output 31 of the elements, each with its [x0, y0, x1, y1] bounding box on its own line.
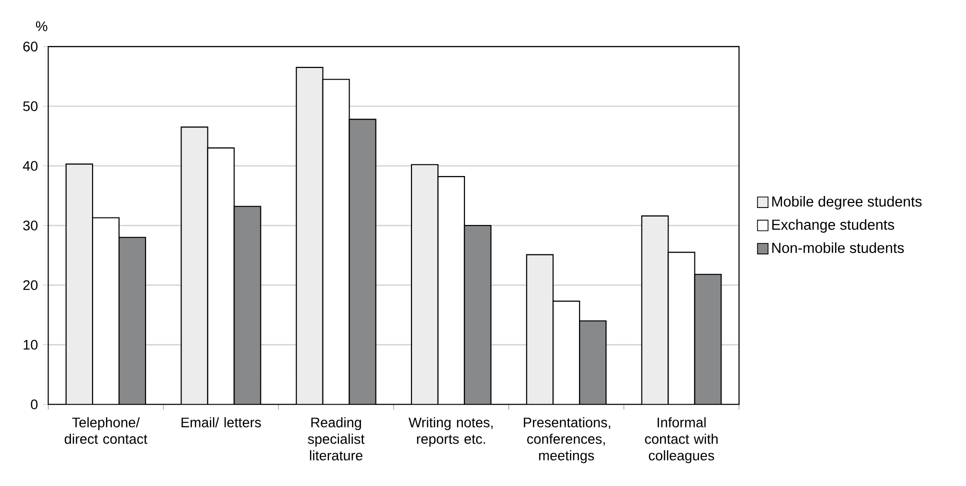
bar	[694, 274, 722, 405]
bar	[552, 300, 580, 405]
x-tick-label: Reading specialist literature	[308, 417, 364, 461]
y-tick-label: 20	[23, 280, 38, 290]
x-tick-label: Writing notes, reports etc.	[408, 417, 493, 447]
y-tick-label: 50	[23, 101, 38, 112]
bar	[526, 254, 554, 405]
bar	[641, 216, 669, 405]
bar	[410, 164, 438, 405]
bar	[118, 237, 146, 405]
y-tick-label: 30	[23, 220, 38, 231]
y-tick-label: 40	[22, 161, 38, 171]
x-tick-label: Informal contact with colleagues	[645, 417, 718, 464]
x-tick-label: Email/ letters	[182, 417, 261, 428]
text: Exchange students	[772, 219, 894, 233]
bar	[464, 225, 492, 405]
y-tick-label: 60	[23, 42, 38, 52]
legend-label: Non-mobile students	[772, 242, 904, 254]
bar	[180, 126, 208, 405]
bar	[579, 320, 607, 405]
bar	[668, 252, 696, 405]
y-axis-title: %	[36, 22, 48, 32]
bar	[92, 217, 120, 405]
x-tick-label: Telephone/ direct contact	[64, 417, 148, 444]
bar	[66, 164, 94, 405]
y-tick-label: 10	[24, 340, 38, 350]
y-tick-label: 0	[30, 400, 38, 410]
x-tick-label: Presentations, conferences, meetings	[524, 417, 610, 464]
bar	[234, 206, 262, 405]
legend-label: Mobile degree students	[772, 196, 922, 210]
bar	[207, 148, 235, 405]
